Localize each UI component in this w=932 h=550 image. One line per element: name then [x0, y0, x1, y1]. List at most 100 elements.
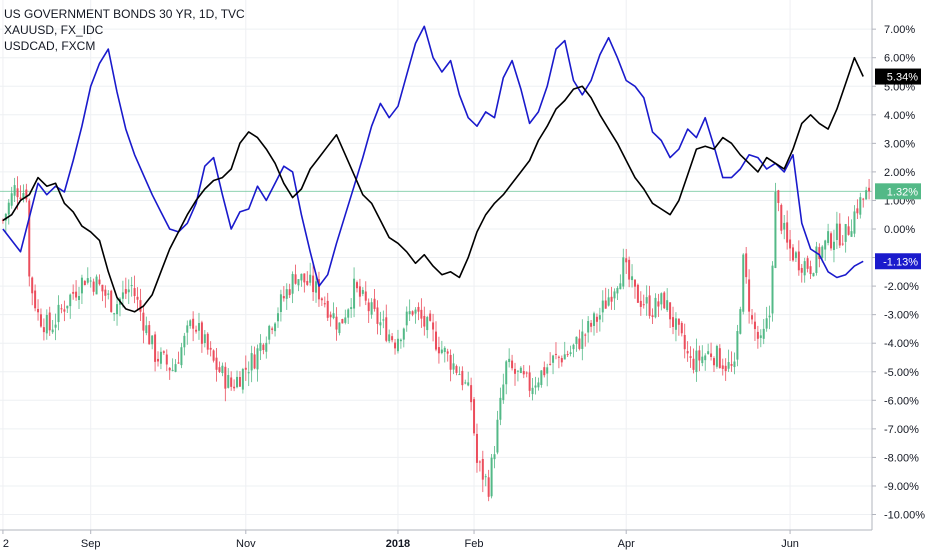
legend-item-xauusd[interactable]: XAUUSD, FX_IDC: [4, 23, 104, 37]
candle-body: [692, 358, 695, 370]
candle-body: [499, 397, 502, 420]
candle-body: [516, 370, 519, 372]
y-tick-label: -6.00%: [884, 395, 919, 407]
candle-body: [549, 363, 552, 365]
candle-body: [777, 190, 780, 203]
candle-body: [95, 276, 98, 295]
candle-body: [1, 220, 4, 222]
svg-text:-1.13%: -1.13%: [883, 256, 918, 268]
candle-body: [672, 317, 675, 327]
candle-body: [566, 354, 569, 356]
candle-body: [701, 356, 704, 364]
candle-body: [774, 192, 777, 268]
candle-body: [461, 370, 464, 386]
candle-body: [695, 350, 698, 373]
candle-body: [317, 279, 320, 300]
legend-item-usdcad[interactable]: USDCAD, FXCM: [4, 39, 96, 53]
candle-body: [756, 331, 759, 339]
y-tick-label: 3.00%: [884, 138, 915, 150]
candle-body: [446, 351, 449, 354]
y-tick-label: -4.00%: [884, 338, 919, 350]
candle-body: [844, 223, 847, 242]
y-tick-label: 0.00%: [884, 224, 915, 236]
candle-body: [850, 231, 853, 237]
candle-body: [265, 342, 268, 352]
candle-body: [519, 367, 522, 373]
y-tick-label: -2.00%: [884, 281, 919, 293]
candle-body: [42, 327, 45, 333]
candle-body: [350, 307, 353, 309]
candle-body: [66, 305, 69, 309]
candle-body: [37, 308, 40, 313]
candle-body: [63, 309, 66, 312]
candle-body: [712, 358, 715, 366]
candle-body: [72, 291, 75, 294]
last-value-labels: 5.34% 1.32% -1.13%: [875, 68, 921, 270]
candle-body: [399, 339, 402, 342]
candle-body: [309, 274, 312, 283]
candle-body: [259, 342, 262, 351]
candle-body: [824, 240, 827, 250]
candle-body: [475, 433, 478, 463]
candle-body: [31, 277, 34, 294]
candle-body: [786, 222, 789, 243]
candle-body: [154, 334, 157, 362]
candle-body: [157, 358, 160, 362]
candle-body: [642, 304, 645, 306]
candle-body: [449, 354, 452, 370]
candle-body: [7, 202, 10, 215]
candle-body: [189, 320, 192, 327]
y-tick-label: 4.00%: [884, 110, 915, 122]
candle-body: [60, 308, 63, 310]
candle-body: [625, 258, 628, 263]
candle-body: [721, 365, 724, 369]
candle-body: [511, 360, 514, 369]
price-axis[interactable]: 7.00%6.00%5.00%4.00%3.00%2.00%1.00%0.00%…: [872, 24, 925, 522]
candle-body: [654, 297, 657, 318]
candle-body: [247, 372, 250, 374]
candle-body: [862, 198, 865, 200]
candle-body: [107, 293, 110, 295]
x-tick-label: 2: [3, 538, 9, 550]
candle-body: [429, 313, 432, 321]
candle-body: [835, 223, 838, 241]
candle-body: [423, 315, 426, 327]
candle-body: [54, 324, 57, 328]
candle-body: [619, 283, 622, 290]
candle-body: [698, 350, 701, 361]
candle-body: [136, 296, 139, 300]
candle-body: [680, 322, 683, 334]
candle-body: [657, 301, 660, 307]
candle-body: [127, 289, 130, 293]
candle-body: [361, 290, 364, 294]
candle-body: [686, 351, 689, 354]
candle-body: [414, 309, 417, 314]
candle-body: [830, 233, 833, 249]
candle-body: [285, 289, 288, 299]
candle-body: [180, 347, 183, 366]
y-tick-label: -10.00%: [884, 510, 925, 522]
candle-body: [853, 211, 856, 234]
time-axis[interactable]: 2 Sep Nov 2018 Feb Apr Jun: [2, 530, 799, 550]
candle-body: [707, 351, 710, 354]
y-tick-label: -3.00%: [884, 310, 919, 322]
candle-body: [159, 351, 162, 364]
candle-body: [332, 313, 335, 319]
candle-body: [358, 286, 361, 297]
legend-item-bonds[interactable]: US GOVERNMENT BONDS 30 YR, 1D, TVC: [4, 7, 245, 21]
candle-body: [575, 336, 578, 345]
candle-body: [323, 303, 326, 305]
candle-body: [838, 223, 841, 246]
candle-body: [660, 293, 663, 305]
candle-body: [16, 188, 19, 198]
candle-body: [34, 290, 37, 309]
candle-body: [809, 266, 812, 275]
candle-body: [607, 297, 610, 306]
candle-body: [753, 321, 756, 330]
candle-body: [440, 349, 443, 354]
candle-body: [748, 279, 751, 312]
candle-body: [364, 291, 367, 301]
usdcad-last-label: 5.34%: [875, 68, 921, 85]
candle-body: [759, 335, 762, 338]
